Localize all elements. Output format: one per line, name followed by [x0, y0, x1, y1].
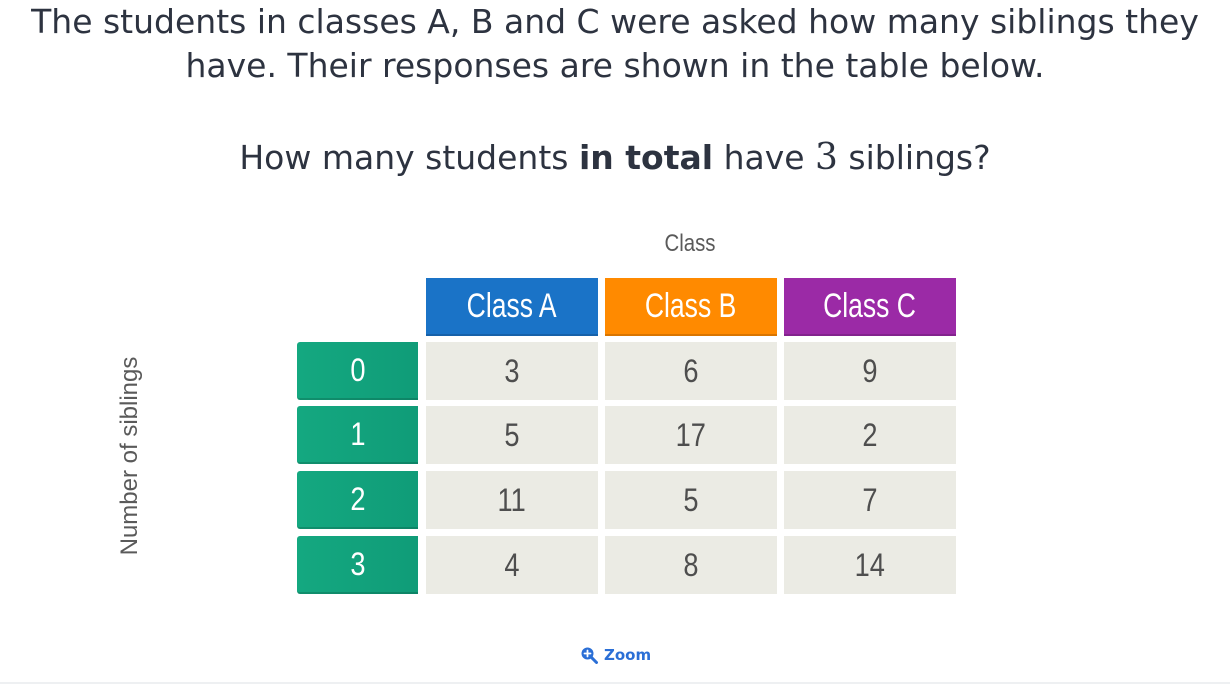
cell-value: 14: [854, 546, 886, 583]
question-number: 3: [815, 137, 838, 178]
row-header-label: 3: [349, 545, 366, 582]
column-header-label: Class B: [645, 286, 737, 325]
cell-value: 4: [504, 546, 520, 583]
row-header-label: 1: [349, 415, 366, 452]
column-header-class-a: Class A: [426, 278, 598, 336]
table-cell: 6: [605, 342, 777, 400]
column-header-class-c: Class C: [784, 278, 956, 336]
cell-value: 17: [675, 416, 707, 453]
zoom-label: Zoom: [604, 646, 652, 664]
table-cell: 2: [784, 406, 956, 464]
table-cell: 5: [426, 406, 598, 464]
cell-value: 2: [862, 416, 878, 453]
cell-value: 7: [862, 481, 878, 518]
cell-value: 6: [683, 352, 699, 389]
column-header-class-b: Class B: [605, 278, 777, 336]
question-text-middle: have: [713, 138, 816, 177]
question-emphasis: in total: [578, 138, 714, 177]
table-cell: 11: [426, 471, 598, 529]
row-header-1: 1: [297, 406, 418, 464]
table-cell: 9: [784, 342, 956, 400]
row-header-0: 0: [297, 342, 418, 400]
column-header-label: Class A: [467, 286, 557, 325]
divider: [0, 682, 1230, 684]
column-axis-label: Class: [664, 230, 716, 257]
table-cell: 7: [784, 471, 956, 529]
table-cell: 3: [426, 342, 598, 400]
zoom-in-icon: [581, 647, 598, 664]
row-header-label: 0: [349, 351, 366, 388]
question-text-before: How many students: [239, 138, 579, 177]
cell-value: 8: [683, 546, 699, 583]
row-header-2: 2: [297, 471, 418, 529]
table-cell: 8: [605, 536, 777, 594]
table-cell: 17: [605, 406, 777, 464]
column-header-label: Class C: [823, 286, 917, 325]
row-header-3: 3: [297, 536, 418, 594]
table-cell: 5: [605, 471, 777, 529]
table-cell: 4: [426, 536, 598, 594]
table-cell: 14: [784, 536, 956, 594]
cell-value: 9: [862, 352, 878, 389]
intro-line-2: have. Their responses are shown in the t…: [185, 46, 1045, 85]
cell-value: 5: [504, 416, 520, 453]
row-axis-label: Number of siblings: [116, 356, 143, 556]
question-intro: The students in classes A, B and C were …: [0, 0, 1230, 88]
zoom-button[interactable]: Zoom: [580, 643, 651, 667]
cell-value: 3: [504, 352, 520, 389]
question-text-after: siblings?: [837, 138, 991, 177]
intro-line-1: The students in classes A, B and C were …: [31, 2, 1199, 41]
row-header-label: 2: [349, 480, 366, 517]
cell-value: 5: [683, 481, 699, 518]
question-prompt: How many students in total have 3 siblin…: [0, 136, 1230, 180]
cell-value: 11: [497, 481, 527, 518]
